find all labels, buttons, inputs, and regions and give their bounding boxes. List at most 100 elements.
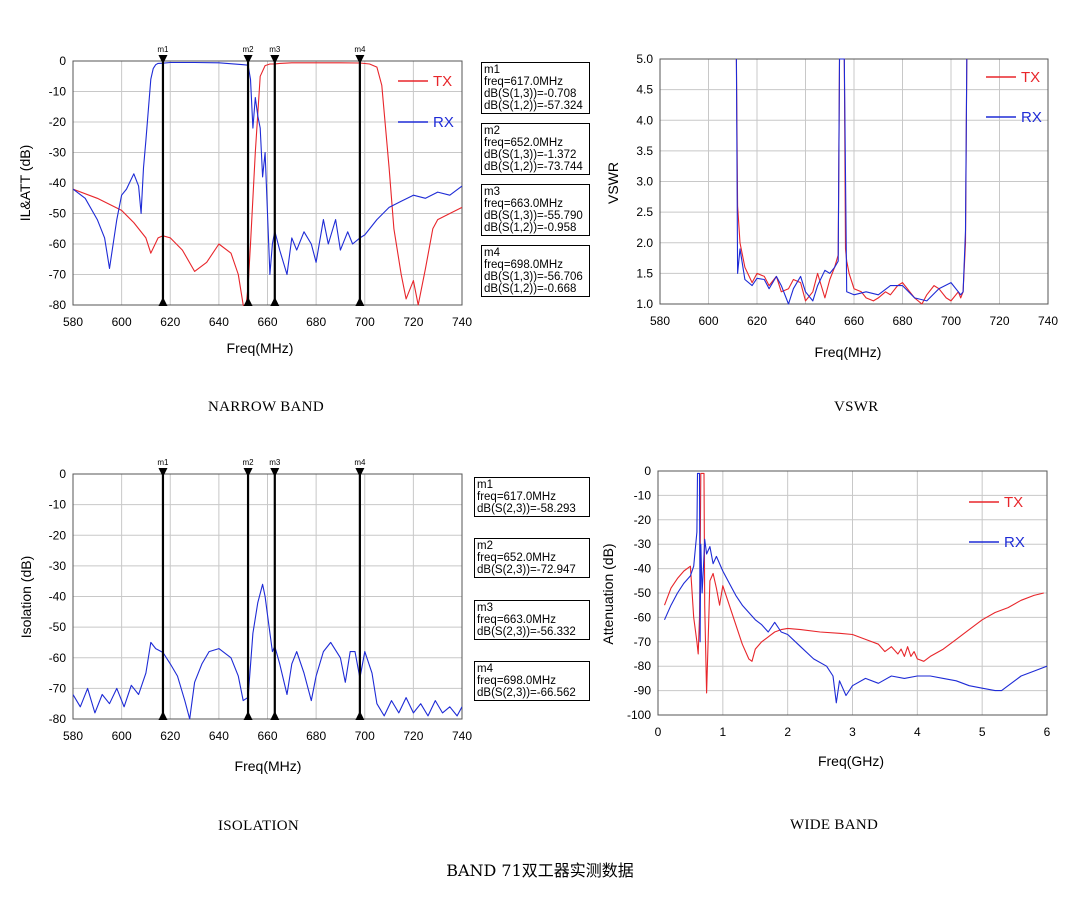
x-tick-label: 600 (112, 729, 132, 743)
legend-label-tx: TX (1021, 69, 1040, 86)
series-line-rx (73, 61, 462, 276)
marker-tag-m1: m1 (157, 45, 169, 54)
x-tick-label: 0 (655, 725, 662, 739)
marker-readout-line: dB(S(2,3))=-72.947 (477, 564, 576, 577)
series-line-rx (663, 472, 1047, 704)
marker-tag-m1: m1 (157, 458, 169, 467)
marker-readout-line: dB(S(1,3))=-56.706 (484, 271, 583, 283)
y-tick-label: 2.0 (636, 236, 653, 250)
marker-readout-line: freq=663.0MHz (484, 198, 563, 210)
x-tick-label: 580 (63, 729, 83, 743)
marker-triangle-top-m2 (243, 55, 253, 64)
y-tick-label: -90 (634, 684, 652, 698)
marker-readout-line: dB(S(1,2))=-0.958 (484, 222, 577, 234)
x-tick-label: 3 (849, 725, 856, 739)
x-tick-label: 620 (160, 729, 180, 743)
marker-readout-line: dB(S(1,3))=-1.372 (484, 149, 577, 161)
legend-label-tx: TX (433, 73, 452, 90)
marker-tag-m3: m3 (269, 45, 281, 54)
y-tick-label: -10 (634, 488, 652, 502)
marker-readout-line: m2 (484, 125, 500, 137)
series-line-isolation (73, 583, 462, 720)
marker-readout-line: m3 (477, 601, 493, 614)
marker-readout-line: m2 (477, 540, 493, 553)
x-tick-label: 5 (979, 725, 986, 739)
x-tick-label: 640 (209, 315, 229, 329)
marker-triangle-top-m3 (270, 55, 280, 64)
x-tick-label: 680 (306, 315, 326, 329)
y-tick-label: -40 (634, 562, 652, 576)
marker-readout-line: freq=617.0MHz (477, 491, 556, 503)
y-tick-label: 2.5 (636, 205, 653, 219)
series-line-tx (663, 472, 1044, 694)
x-tick-label: 580 (63, 315, 83, 329)
y-tick-label: -20 (634, 513, 652, 527)
marker-readout-line: freq=617.0MHz (484, 76, 563, 88)
marker-readout-m3: m3 freq=663.0MHz dB(S(2,3))=-56.332 (474, 599, 590, 640)
x-tick-label: 4 (914, 725, 921, 739)
x-tick-label: 720 (989, 314, 1009, 328)
marker-readout-line: dB(S(1,2))=-57.324 (484, 100, 583, 112)
marker-triangle-top-m1 (158, 55, 168, 64)
y-tick-label: -70 (634, 635, 652, 649)
x-axis-label: Freq(MHz) (227, 340, 294, 356)
y-tick-label: -70 (49, 681, 67, 695)
marker-readout-m1: m1 freq=617.0MHz dB(S(2,3))=-58.293 (474, 477, 590, 517)
marker-readout-line: m1 (477, 479, 493, 491)
marker-triangle-bottom-m1 (158, 297, 168, 306)
x-tick-label: 620 (160, 315, 180, 329)
marker-triangle-bottom-m1 (158, 711, 168, 720)
marker-triangle-top-m4 (355, 55, 365, 64)
y-axis-label: VSWR (605, 162, 621, 204)
x-tick-label: 660 (257, 729, 277, 743)
y-tick-label: -50 (49, 207, 67, 221)
marker-triangle-bottom-m2 (243, 297, 253, 306)
caption-isolation: ISOLATION (218, 818, 300, 834)
marker-triangle-top-m1 (158, 468, 168, 477)
chart-wide: 0 1 2 3 4 5 6 0 -10 -20 -30 -40 -50 -60 -70 -80 -90 -100 F… (600, 464, 1051, 769)
y-tick-label: -70 (49, 268, 67, 282)
y-tick-label: -80 (49, 298, 67, 312)
x-tick-label: 620 (747, 314, 767, 328)
caption-narrow-band: NARROW BAND (208, 399, 324, 415)
y-tick-label: 1.0 (636, 297, 653, 311)
x-tick-label: 580 (650, 314, 670, 328)
x-tick-label: 740 (1038, 314, 1058, 328)
x-tick-label: 720 (403, 315, 423, 329)
y-tick-label: -100 (627, 708, 651, 722)
marker-triangle-bottom-m2 (243, 711, 253, 720)
marker-readout-line: freq=652.0MHz (477, 552, 556, 565)
marker-triangle-bottom-m3 (270, 711, 280, 720)
marker-readout-m2: m2 freq=652.0MHz dB(S(2,3))=-72.947 (474, 538, 590, 579)
y-tick-label: -10 (49, 85, 67, 99)
legend-label-rx: RX (433, 114, 454, 131)
x-tick-label: 680 (306, 729, 326, 743)
x-axis-label: Freq(MHz) (815, 344, 882, 360)
y-tick-label: -40 (49, 590, 67, 604)
x-tick-label: 660 (844, 314, 864, 328)
marker-readout-line: dB(S(1,3))=-55.790 (484, 210, 583, 222)
marker-readout-line: dB(S(2,3))=-56.332 (477, 625, 576, 638)
x-tick-label: 640 (795, 314, 815, 328)
x-tick-label: 720 (403, 729, 423, 743)
x-tick-label: 700 (355, 729, 375, 743)
x-axis-label: Freq(GHz) (818, 753, 884, 769)
marker-triangle-top-m3 (270, 468, 280, 477)
series-line-rx (735, 58, 968, 305)
chart-narrow: 580 600 620 640 660 680 700 720 740 0 -10 -20 -30 -40… (17, 45, 472, 356)
x-tick-label: 660 (257, 315, 277, 329)
marker-readout-line: freq=652.0MHz (484, 137, 563, 149)
y-tick-label: -50 (49, 620, 67, 634)
plot-frame (72, 60, 463, 306)
y-tick-label: 3.0 (636, 175, 653, 189)
x-tick-label: 6 (1044, 725, 1051, 739)
y-tick-label: -80 (49, 712, 67, 726)
y-tick-label: -50 (634, 586, 652, 600)
caption-wide-band: WIDE BAND (790, 817, 879, 833)
marker-readout-m1: m1 freq=617.0MHz dB(S(1,3))=-0.708 dB(S(1,2… (481, 62, 590, 114)
marker-readout-line: dB(S(2,3))=-66.562 (477, 686, 576, 699)
chart-isolation: 580 600 620 640 660 680 700 720 740 0 -10 -20 -30 -40… (18, 458, 472, 774)
y-axis-label: Attenuation (dB) (600, 543, 616, 644)
x-tick-label: 640 (209, 729, 229, 743)
